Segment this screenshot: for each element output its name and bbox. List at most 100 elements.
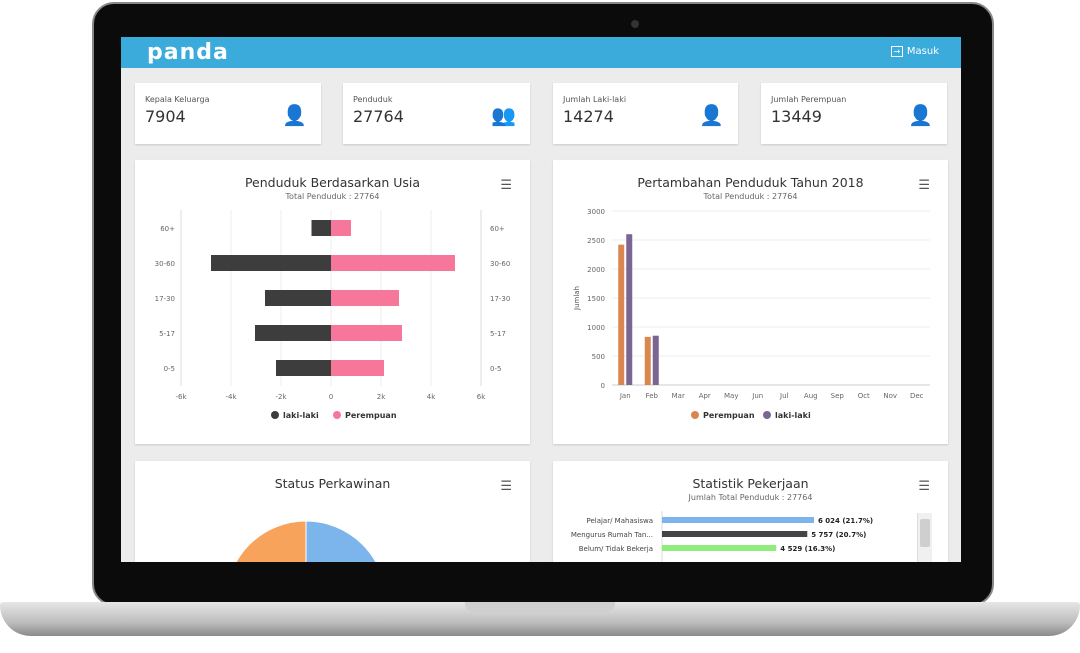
x-tick-label: Nov (883, 392, 897, 400)
chart-title: Pertambahan Penduduk Tahun 2018 (637, 175, 864, 190)
x-tick-label: Feb (646, 392, 659, 400)
stat-value: 14274 (563, 107, 614, 126)
x-tick-label: -4k (225, 393, 237, 401)
bar-laki-laki (211, 255, 331, 271)
x-tick-label: 0 (329, 393, 333, 401)
y-axis-label: Jumlah (573, 286, 581, 311)
stat-card-perempuan: Jumlah Perempuan 13449 👤 (761, 83, 947, 144)
panel-pekerjaan: Statistik Pekerjaan Jumlah Total Pendudu… (553, 461, 948, 562)
x-tick-label: Sep (831, 392, 845, 400)
bar (662, 531, 808, 537)
panel-perkawinan: Status Perkawinan ☰ (135, 461, 530, 562)
bar (662, 517, 814, 523)
y-tick-label: 2500 (587, 237, 605, 245)
stat-label: Jumlah Laki-laki (563, 95, 627, 104)
y-tick-label: 60+ (490, 225, 505, 233)
stat-card-kepala-keluarga: Kepala Keluarga 7904 👤 (135, 83, 321, 144)
monthly-chart: 0 500 1000 1500 2000 2500 3000 Jumlah Jan Feb Mar A… (573, 208, 930, 420)
x-tick-label: Mar (672, 392, 685, 400)
legend-marker (763, 411, 771, 419)
x-tick-label: 2k (377, 393, 386, 401)
bar-Perempuan (331, 290, 399, 306)
y-tick-label: 30-60 (155, 260, 175, 268)
data-label: 6 024 (21.7%) (818, 517, 873, 525)
y-tick-label: 17-30 (155, 295, 175, 303)
y-tick-label: 17-30 (490, 295, 510, 303)
legend-label: Perempuan (703, 411, 755, 420)
stat-value: 7904 (145, 107, 186, 126)
bar-Perempuan (331, 360, 384, 376)
login-label: Masuk (906, 46, 939, 57)
legend-label: laki-laki (775, 411, 811, 420)
x-tick-label: Jan (619, 392, 631, 400)
users-icon: 👥 (491, 103, 516, 127)
x-tick-label: Dec (910, 392, 924, 400)
bar-Perempuan (331, 325, 402, 341)
menu-icon[interactable]: ☰ (500, 479, 512, 494)
login-icon: → (890, 46, 903, 57)
bar-laki-laki (652, 335, 659, 385)
category-label: Mengurus Rumah Tan... (571, 531, 653, 539)
stat-value: 13449 (771, 107, 822, 126)
bar-Perempuan (331, 220, 351, 236)
chart-subtitle: Total Penduduk : 27764 (285, 192, 380, 201)
legend-label: laki-laki (283, 411, 319, 420)
bar-laki-laki (265, 290, 331, 306)
bar-laki-laki (255, 325, 331, 341)
bar-laki-laki (311, 220, 331, 236)
bar-Perempuan (331, 255, 455, 271)
logo[interactable]: panda (147, 40, 229, 65)
y-tick-label: 500 (592, 353, 605, 361)
x-tick-label: Jun (751, 392, 763, 400)
bar-laki-laki (626, 234, 633, 385)
stat-card-laki-laki: Jumlah Laki-laki 14274 👤 (553, 83, 738, 144)
data-label: 5 757 (20.7%) (811, 531, 866, 539)
laptop-notch (465, 602, 615, 612)
x-tick-label: -6k (175, 393, 187, 401)
panel-usia: Penduduk Berdasarkan Usia Total Penduduk… (135, 160, 530, 444)
x-tick-label: Jul (779, 392, 789, 400)
legend-marker (333, 411, 341, 419)
menu-icon[interactable]: ☰ (918, 178, 930, 193)
legend-label: Perempuan (345, 411, 397, 420)
y-tick-label: 0-5 (164, 365, 175, 373)
x-tick-label: 4k (427, 393, 436, 401)
bar-Perempuan (644, 336, 651, 385)
pie-slice[interactable] (305, 520, 386, 562)
menu-icon[interactable]: ☰ (918, 479, 930, 494)
screen: panda → Masuk Kepala Keluarga 7904 👤 Pen… (121, 37, 961, 562)
y-tick-label: 30-60 (490, 260, 510, 268)
x-tick-label: Apr (699, 392, 711, 400)
menu-icon[interactable]: ☰ (500, 178, 512, 193)
category-label: Pelajar/ Mahasiswa (586, 517, 653, 525)
y-tick-label: 0-5 (490, 365, 501, 373)
pyramid-chart: -6k -4k -2k 0 2k 4k 6k 60+ 60+ 30-60 30-60 17-30 17-… (155, 210, 510, 420)
y-tick-label: 60+ (160, 225, 175, 233)
x-tick-label: 6k (477, 393, 486, 401)
bar (662, 545, 777, 551)
chart-title: Penduduk Berdasarkan Usia (244, 175, 421, 190)
data-label: 4 529 (16.3%) (780, 545, 835, 553)
user-icon: 👤 (282, 103, 307, 127)
x-tick-label: Oct (858, 392, 870, 400)
y-tick-label: 1500 (587, 295, 605, 303)
stat-label: Kepala Keluarga (145, 95, 210, 104)
chart-title: Status Perkawinan (274, 476, 391, 491)
camera (631, 20, 639, 28)
legend-marker (271, 411, 279, 419)
chart-title: Statistik Pekerjaan (692, 476, 809, 491)
scrollbar[interactable] (917, 513, 932, 562)
y-tick-label: 5-17 (490, 330, 506, 338)
chart-subtitle: Jumlah Total Penduduk : 27764 (688, 493, 813, 502)
y-tick-label: 2000 (587, 266, 605, 274)
login-button[interactable]: → Masuk (890, 46, 939, 57)
x-tick-label: -2k (275, 393, 287, 401)
pie-slice[interactable] (226, 520, 307, 562)
top-navbar: panda → Masuk (121, 37, 961, 68)
stat-value: 27764 (353, 107, 404, 126)
category-label: Belum/ Tidak Bekerja (579, 545, 653, 553)
stat-card-penduduk: Penduduk 27764 👥 (343, 83, 530, 144)
bar-laki-laki (276, 360, 331, 376)
stat-label: Penduduk (353, 95, 393, 104)
y-tick-label: 1000 (587, 324, 605, 332)
